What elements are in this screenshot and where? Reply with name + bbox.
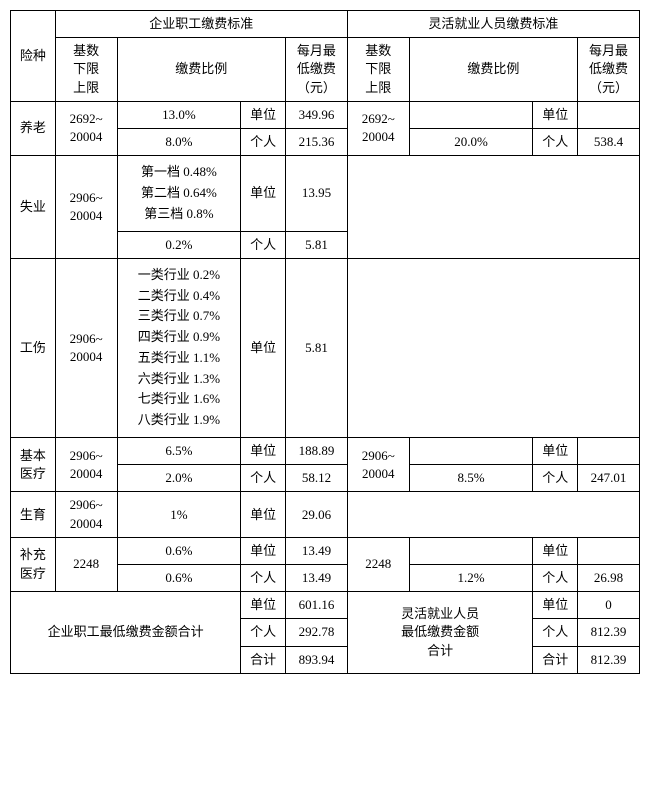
supp-medical-flex-person-payer: 个人 bbox=[533, 565, 578, 592]
total-ent-sum-payer: 合计 bbox=[241, 646, 286, 673]
row-unemployment-unit: 失业 2906~20004 第一档 0.48%第二档 0.64%第三档 0.8%… bbox=[11, 156, 640, 231]
total-ent-unit-amt: 601.16 bbox=[286, 592, 348, 619]
injury-ent-unit-rate: 一类行业 0.2%二类行业 0.4%三类行业 0.7%四类行业 0.9%五类行业… bbox=[117, 258, 241, 437]
row-pension-unit: 养老 2692~20004 13.0% 单位 349.96 2692~20004… bbox=[11, 101, 640, 128]
pension-ent-person-rate: 8.0% bbox=[117, 128, 241, 155]
header-ent-base: 基数下限上限 bbox=[55, 38, 117, 102]
medical-ent-unit-rate: 6.5% bbox=[117, 438, 241, 465]
header-flex-base: 基数下限上限 bbox=[347, 38, 409, 102]
unemployment-ent-person-payer: 个人 bbox=[241, 231, 286, 258]
supp-medical-ent-person-amt: 13.49 bbox=[286, 565, 348, 592]
header-row-2: 基数下限上限 缴费比例 每月最低缴费（元） 基数下限上限 缴费比例 每月最低缴费… bbox=[11, 38, 640, 102]
header-flex-monthly: 每月最低缴费（元） bbox=[578, 38, 640, 102]
total-flex-unit-payer: 单位 bbox=[533, 592, 578, 619]
unemployment-ent-person-amt: 5.81 bbox=[286, 231, 348, 258]
row-injury: 工伤 2906~20004 一类行业 0.2%二类行业 0.4%三类行业 0.7… bbox=[11, 258, 640, 437]
injury-ent-unit-payer: 单位 bbox=[241, 258, 286, 437]
medical-ent-person-amt: 58.12 bbox=[286, 465, 348, 492]
medical-flex-unit-payer: 单位 bbox=[533, 438, 578, 465]
medical-ent-unit-amt: 188.89 bbox=[286, 438, 348, 465]
total-ent-label: 企业职工最低缴费金额合计 bbox=[11, 592, 241, 674]
medical-label: 基本医疗 bbox=[11, 438, 56, 492]
medical-flex-unit-amt bbox=[578, 438, 640, 465]
supp-medical-ent-person-rate: 0.6% bbox=[117, 565, 241, 592]
row-medical-unit: 基本医疗 2906~20004 6.5% 单位 188.89 2906~2000… bbox=[11, 438, 640, 465]
unemployment-ent-unit-payer: 单位 bbox=[241, 156, 286, 231]
supp-medical-flex-base: 2248 bbox=[347, 537, 409, 591]
pension-ent-person-payer: 个人 bbox=[241, 128, 286, 155]
unemployment-ent-person-rate: 0.2% bbox=[117, 231, 241, 258]
maternity-ent-unit-payer: 单位 bbox=[241, 492, 286, 537]
total-ent-person-payer: 个人 bbox=[241, 619, 286, 646]
medical-flex-person-rate: 8.5% bbox=[409, 465, 533, 492]
medical-ent-person-rate: 2.0% bbox=[117, 465, 241, 492]
insurance-rate-table: 险种 企业职工缴费标准 灵活就业人员缴费标准 基数下限上限 缴费比例 每月最低缴… bbox=[10, 10, 640, 674]
supp-medical-flex-unit-rate bbox=[409, 537, 533, 564]
pension-flex-base: 2692~20004 bbox=[347, 101, 409, 155]
supp-medical-label: 补充医疗 bbox=[11, 537, 56, 591]
total-flex-unit-amt: 0 bbox=[578, 592, 640, 619]
pension-flex-unit-amt bbox=[578, 101, 640, 128]
maternity-ent-unit-rate: 1% bbox=[117, 492, 241, 537]
total-ent-person-amt: 292.78 bbox=[286, 619, 348, 646]
pension-flex-unit-payer: 单位 bbox=[533, 101, 578, 128]
medical-ent-unit-payer: 单位 bbox=[241, 438, 286, 465]
supp-medical-ent-base: 2248 bbox=[55, 537, 117, 591]
unemployment-label: 失业 bbox=[11, 156, 56, 259]
header-enterprise: 企业职工缴费标准 bbox=[55, 11, 347, 38]
unemployment-ent-base: 2906~20004 bbox=[55, 156, 117, 259]
header-ent-monthly: 每月最低缴费（元） bbox=[286, 38, 348, 102]
row-total-unit: 企业职工最低缴费金额合计 单位 601.16 灵活就业人员最低缴费金额合计 单位… bbox=[11, 592, 640, 619]
medical-flex-person-amt: 247.01 bbox=[578, 465, 640, 492]
pension-ent-unit-payer: 单位 bbox=[241, 101, 286, 128]
supp-medical-ent-unit-amt: 13.49 bbox=[286, 537, 348, 564]
header-flex-rate: 缴费比例 bbox=[409, 38, 577, 102]
maternity-flex-empty bbox=[347, 492, 639, 537]
maternity-label: 生育 bbox=[11, 492, 56, 537]
medical-flex-unit-rate bbox=[409, 438, 533, 465]
row-maternity: 生育 2906~20004 1% 单位 29.06 bbox=[11, 492, 640, 537]
supp-medical-ent-unit-rate: 0.6% bbox=[117, 537, 241, 564]
row-supp-medical-unit: 补充医疗 2248 0.6% 单位 13.49 2248 单位 bbox=[11, 537, 640, 564]
pension-label: 养老 bbox=[11, 101, 56, 155]
maternity-ent-base: 2906~20004 bbox=[55, 492, 117, 537]
medical-flex-person-payer: 个人 bbox=[533, 465, 578, 492]
supp-medical-flex-person-amt: 26.98 bbox=[578, 565, 640, 592]
total-flex-sum-payer: 合计 bbox=[533, 646, 578, 673]
unemployment-ent-unit-amt: 13.95 bbox=[286, 156, 348, 231]
header-ent-rate: 缴费比例 bbox=[117, 38, 285, 102]
supp-medical-flex-person-rate: 1.2% bbox=[409, 565, 533, 592]
total-ent-sum-amt: 893.94 bbox=[286, 646, 348, 673]
supp-medical-flex-unit-payer: 单位 bbox=[533, 537, 578, 564]
total-flex-label: 灵活就业人员最低缴费金额合计 bbox=[347, 592, 532, 674]
pension-ent-unit-amt: 349.96 bbox=[286, 101, 348, 128]
header-row-1: 险种 企业职工缴费标准 灵活就业人员缴费标准 bbox=[11, 11, 640, 38]
medical-ent-person-payer: 个人 bbox=[241, 465, 286, 492]
pension-ent-unit-rate: 13.0% bbox=[117, 101, 241, 128]
medical-ent-base: 2906~20004 bbox=[55, 438, 117, 492]
injury-flex-empty bbox=[347, 258, 639, 437]
unemployment-flex-empty bbox=[347, 156, 639, 259]
total-flex-person-amt: 812.39 bbox=[578, 619, 640, 646]
pension-ent-person-amt: 215.36 bbox=[286, 128, 348, 155]
supp-medical-ent-unit-payer: 单位 bbox=[241, 537, 286, 564]
medical-flex-base: 2906~20004 bbox=[347, 438, 409, 492]
injury-label: 工伤 bbox=[11, 258, 56, 437]
supp-medical-ent-person-payer: 个人 bbox=[241, 565, 286, 592]
total-flex-person-payer: 个人 bbox=[533, 619, 578, 646]
injury-ent-base: 2906~20004 bbox=[55, 258, 117, 437]
header-insurance-type: 险种 bbox=[11, 11, 56, 102]
pension-flex-person-amt: 538.4 bbox=[578, 128, 640, 155]
supp-medical-flex-unit-amt bbox=[578, 537, 640, 564]
unemployment-ent-unit-rate: 第一档 0.48%第二档 0.64%第三档 0.8% bbox=[117, 156, 241, 231]
pension-flex-person-rate: 20.0% bbox=[409, 128, 533, 155]
pension-flex-unit-rate bbox=[409, 101, 533, 128]
maternity-ent-unit-amt: 29.06 bbox=[286, 492, 348, 537]
total-flex-sum-amt: 812.39 bbox=[578, 646, 640, 673]
pension-ent-base: 2692~20004 bbox=[55, 101, 117, 155]
pension-flex-person-payer: 个人 bbox=[533, 128, 578, 155]
injury-ent-unit-amt: 5.81 bbox=[286, 258, 348, 437]
total-ent-unit-payer: 单位 bbox=[241, 592, 286, 619]
header-flexible: 灵活就业人员缴费标准 bbox=[347, 11, 639, 38]
